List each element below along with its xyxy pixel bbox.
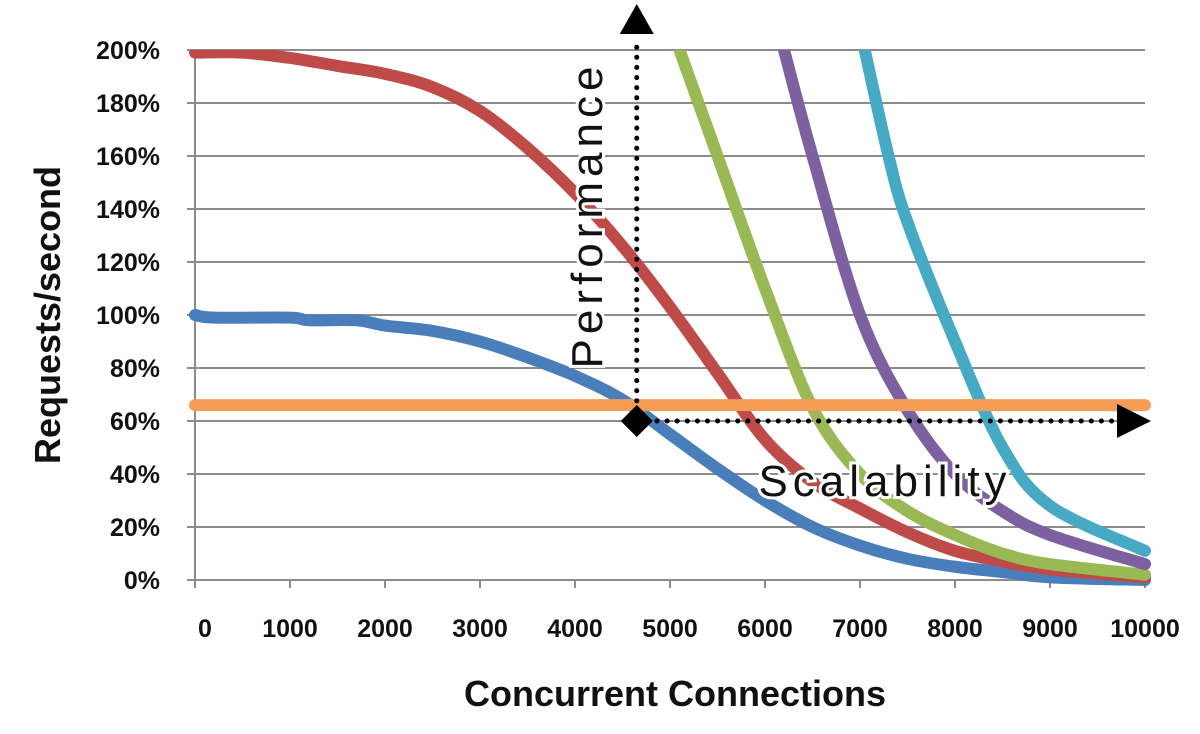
x-tick-label: 5000 bbox=[642, 615, 698, 643]
y-tick-label: 0% bbox=[124, 567, 160, 595]
x-tick-label: 10000 bbox=[1110, 615, 1180, 643]
axes: 0% 20% 40% 60% 80% 100% 120% 140% 160% 180% 200% 0 1… bbox=[96, 37, 1180, 643]
x-tick-label: 7000 bbox=[832, 615, 888, 643]
y-tick-label: 100% bbox=[96, 302, 160, 330]
x-tick-label: 2000 bbox=[357, 615, 413, 643]
y-tick-label: 160% bbox=[96, 143, 160, 171]
annotations bbox=[619, 4, 1151, 438]
y-tick-label: 80% bbox=[110, 355, 160, 383]
y-tick-label: 40% bbox=[110, 461, 160, 489]
marker-diamond bbox=[620, 405, 653, 437]
scalability-arrowhead bbox=[1117, 404, 1151, 438]
x-tick-label: 6000 bbox=[737, 615, 793, 643]
x-tick-label: 9000 bbox=[1022, 615, 1078, 643]
series-line-2 bbox=[189, 50, 1151, 584]
y-tick-label: 200% bbox=[96, 37, 160, 65]
scalability-label: Scalability bbox=[758, 457, 1011, 506]
series-line-3 bbox=[673, 50, 1151, 581]
series-line-5 bbox=[858, 50, 1151, 557]
series-lines bbox=[189, 50, 1151, 586]
x-tick-label: 3000 bbox=[452, 615, 508, 643]
x-axis-title: Concurrent Connections bbox=[464, 673, 886, 714]
x-tick-label: 8000 bbox=[927, 615, 983, 643]
y-tick-label: 180% bbox=[96, 90, 160, 118]
x-tick-label: 0 bbox=[198, 615, 212, 643]
y-tick-label: 120% bbox=[96, 249, 160, 277]
performance-label: Performance bbox=[563, 62, 612, 369]
x-tick-label: 4000 bbox=[547, 615, 603, 643]
y-tick-label: 140% bbox=[96, 196, 160, 224]
y-axis-title: Requests/second bbox=[27, 166, 68, 464]
y-tick-label: 60% bbox=[110, 408, 160, 436]
x-tick-label: 1000 bbox=[262, 615, 318, 643]
y-tick-label: 20% bbox=[110, 514, 160, 542]
performance-arrowhead bbox=[619, 4, 654, 34]
